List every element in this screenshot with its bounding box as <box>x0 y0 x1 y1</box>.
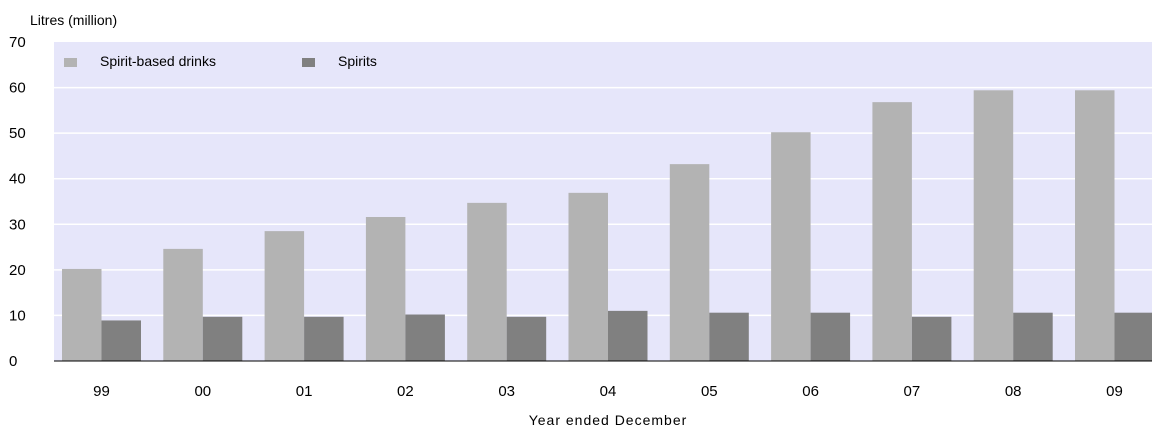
bar-spirit-based-drinks-06 <box>771 132 811 361</box>
x-tick-label: 02 <box>397 383 414 400</box>
x-tick-labels: 99 00 01 02 03 04 05 06 07 08 09 <box>93 383 1123 400</box>
x-axis-title: Year ended December <box>529 412 688 428</box>
bar-spirits-09 <box>1114 312 1152 361</box>
x-tick-label: 99 <box>93 383 110 400</box>
bar-spirit-based-drinks-07 <box>872 102 912 361</box>
bar-spirits-03 <box>506 316 547 361</box>
bar-spirits-04 <box>608 310 648 361</box>
legend-label: Spirits <box>338 53 377 69</box>
x-tick-label: 06 <box>802 383 819 400</box>
bar-spirit-based-drinks-99 <box>62 268 102 361</box>
x-tick-label: 08 <box>1005 383 1022 400</box>
legend-label: Spirit-based drinks <box>100 53 216 69</box>
y-tick-labels: 0 10 20 30 40 50 60 70 <box>9 34 26 370</box>
y-tick-label: 20 <box>9 262 26 279</box>
y-tick-label: 70 <box>9 34 26 51</box>
bar-spirits-01 <box>304 316 344 361</box>
legend-swatch <box>302 58 315 67</box>
x-tick-label: 09 <box>1106 383 1123 400</box>
bar-spirits-00 <box>202 316 243 361</box>
bar-spirit-based-drinks-05 <box>669 164 710 361</box>
bar-spirit-based-drinks-08 <box>973 90 1014 361</box>
bar-spirit-based-drinks-00 <box>163 248 203 361</box>
bar-spirit-based-drinks-04 <box>568 192 608 361</box>
bar-spirit-based-drinks-02 <box>365 216 406 361</box>
bar-spirits-07 <box>911 316 952 361</box>
x-tick-label: 00 <box>194 383 211 400</box>
legend-swatch <box>64 58 77 67</box>
y-tick-label: 30 <box>9 216 26 233</box>
bar-spirit-based-drinks-09 <box>1075 90 1115 361</box>
y-tick-label: 60 <box>9 80 26 97</box>
y-tick-label: 10 <box>9 307 26 324</box>
bar-spirit-based-drinks-03 <box>467 202 507 361</box>
y-tick-label: 50 <box>9 125 26 142</box>
x-tick-label: 07 <box>904 383 921 400</box>
bar-spirit-based-drinks-01 <box>264 231 305 361</box>
x-tick-label: 04 <box>600 383 617 400</box>
x-tick-label: 05 <box>701 383 718 400</box>
bar-spirits-02 <box>405 314 445 361</box>
legend: Spirit-based drinks Spirits <box>64 53 377 69</box>
y-tick-label: 40 <box>9 171 26 188</box>
bar-spirits-08 <box>1013 312 1053 361</box>
y-tick-label: 0 <box>9 353 17 370</box>
bar-spirits-99 <box>101 320 141 361</box>
bar-spirits-06 <box>810 312 851 361</box>
bar-spirits-05 <box>709 312 749 361</box>
x-tick-label: 03 <box>498 383 515 400</box>
bars <box>62 90 1152 361</box>
x-tick-label: 01 <box>296 383 313 400</box>
y-axis-title: Litres (million) <box>30 12 117 28</box>
